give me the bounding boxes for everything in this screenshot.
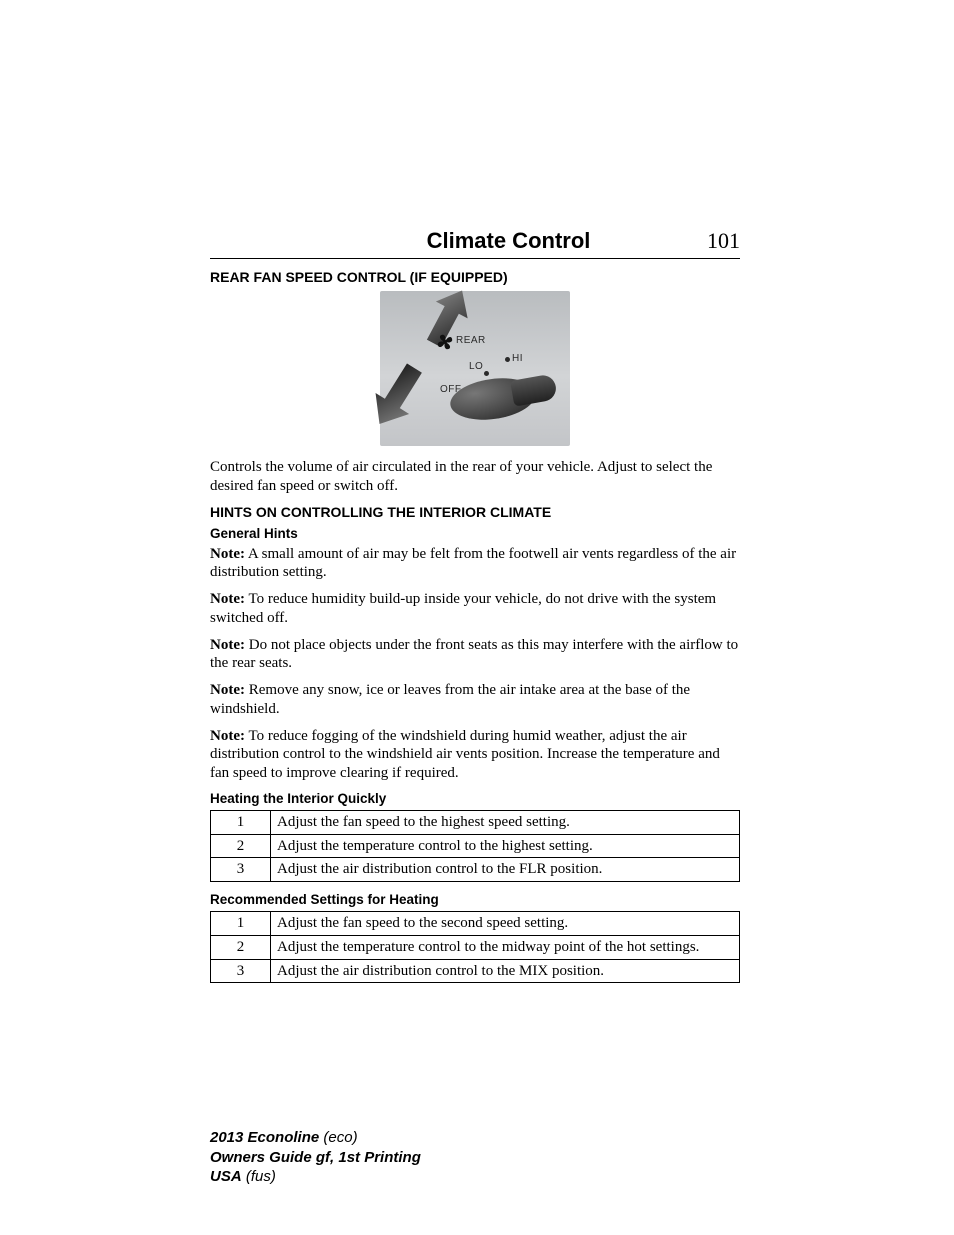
note-1: Note: A small amount of air may be felt … <box>210 545 740 583</box>
note-label: Note: <box>210 728 245 744</box>
note-text: A small amount of air may be felt from t… <box>210 546 736 581</box>
step-number: 3 <box>211 858 271 882</box>
step-text: Adjust the air distribution control to t… <box>271 858 740 882</box>
sub-heading-general-hints: General Hints <box>210 526 740 541</box>
footer-model: 2013 Econoline <box>210 1129 319 1146</box>
table-row: 2Adjust the temperature control to the m… <box>211 935 740 959</box>
table-row: 1Adjust the fan speed to the highest spe… <box>211 810 740 834</box>
section-heading-hints: HINTS ON CONTROLLING THE INTERIOR CLIMAT… <box>210 504 740 520</box>
fan-icon <box>436 333 454 351</box>
step-number: 3 <box>211 959 271 983</box>
note-4: Note: Remove any snow, ice or leaves fro… <box>210 681 740 719</box>
step-number: 2 <box>211 834 271 858</box>
step-number: 1 <box>211 810 271 834</box>
note-3: Note: Do not place objects under the fro… <box>210 636 740 674</box>
table-recommended: 1Adjust the fan speed to the second spee… <box>210 911 740 983</box>
diagram-label-hi: HI <box>512 353 523 364</box>
sub-heading-heating-quick: Heating the Interior Quickly <box>210 791 740 806</box>
note-label: Note: <box>210 546 245 562</box>
sub-heading-recommended: Recommended Settings for Heating <box>210 892 740 907</box>
page-footer: 2013 Econoline (eco) Owners Guide gf, 1s… <box>210 1128 421 1187</box>
note-label: Note: <box>210 682 245 698</box>
note-5: Note: To reduce fogging of the windshiel… <box>210 727 740 783</box>
note-label: Note: <box>210 591 245 607</box>
knob-tip-icon <box>510 373 558 406</box>
diagram-container: REAR HI LO OFF <box>210 291 740 446</box>
dial-dot <box>484 371 489 376</box>
dial-dot <box>505 357 510 362</box>
diagram-label-lo: LO <box>469 361 483 372</box>
footer-line-2: Owners Guide gf, 1st Printing <box>210 1148 421 1168</box>
step-text: Adjust the temperature control to the hi… <box>271 834 740 858</box>
table-row: 3Adjust the air distribution control to … <box>211 959 740 983</box>
footer-line-1: 2013 Econoline (eco) <box>210 1128 421 1148</box>
step-text: Adjust the fan speed to the second speed… <box>271 912 740 936</box>
page-content: Climate Control 101 REAR FAN SPEED CONTR… <box>210 228 740 993</box>
page-number: 101 <box>707 228 740 254</box>
step-number: 2 <box>211 935 271 959</box>
table-row: 2Adjust the temperature control to the h… <box>211 834 740 858</box>
section-heading-rear-fan: REAR FAN SPEED CONTROL (IF EQUIPPED) <box>210 269 740 285</box>
body-text-rear-fan: Controls the volume of air circulated in… <box>210 458 740 496</box>
page-header: Climate Control 101 <box>210 228 740 259</box>
footer-line-3: USA (fus) <box>210 1167 421 1187</box>
arrow-down-icon <box>357 354 438 439</box>
step-text: Adjust the air distribution control to t… <box>271 959 740 983</box>
rear-fan-diagram: REAR HI LO OFF <box>380 291 570 446</box>
footer-code: (fus) <box>242 1168 276 1185</box>
table-row: 3Adjust the air distribution control to … <box>211 858 740 882</box>
footer-region: USA <box>210 1168 242 1185</box>
note-2: Note: To reduce humidity build-up inside… <box>210 590 740 628</box>
chapter-title: Climate Control <box>210 228 707 254</box>
step-number: 1 <box>211 912 271 936</box>
step-text: Adjust the temperature control to the mi… <box>271 935 740 959</box>
step-text: Adjust the fan speed to the highest spee… <box>271 810 740 834</box>
note-text: To reduce fogging of the windshield duri… <box>210 728 720 782</box>
note-label: Note: <box>210 637 245 653</box>
diagram-label-rear: REAR <box>456 335 486 346</box>
footer-code: (eco) <box>319 1129 357 1146</box>
note-text: Do not place objects under the front sea… <box>210 637 738 672</box>
note-text: Remove any snow, ice or leaves from the … <box>210 682 690 717</box>
table-row: 1Adjust the fan speed to the second spee… <box>211 912 740 936</box>
table-heating-quick: 1Adjust the fan speed to the highest spe… <box>210 810 740 882</box>
note-text: To reduce humidity build-up inside your … <box>210 591 716 626</box>
